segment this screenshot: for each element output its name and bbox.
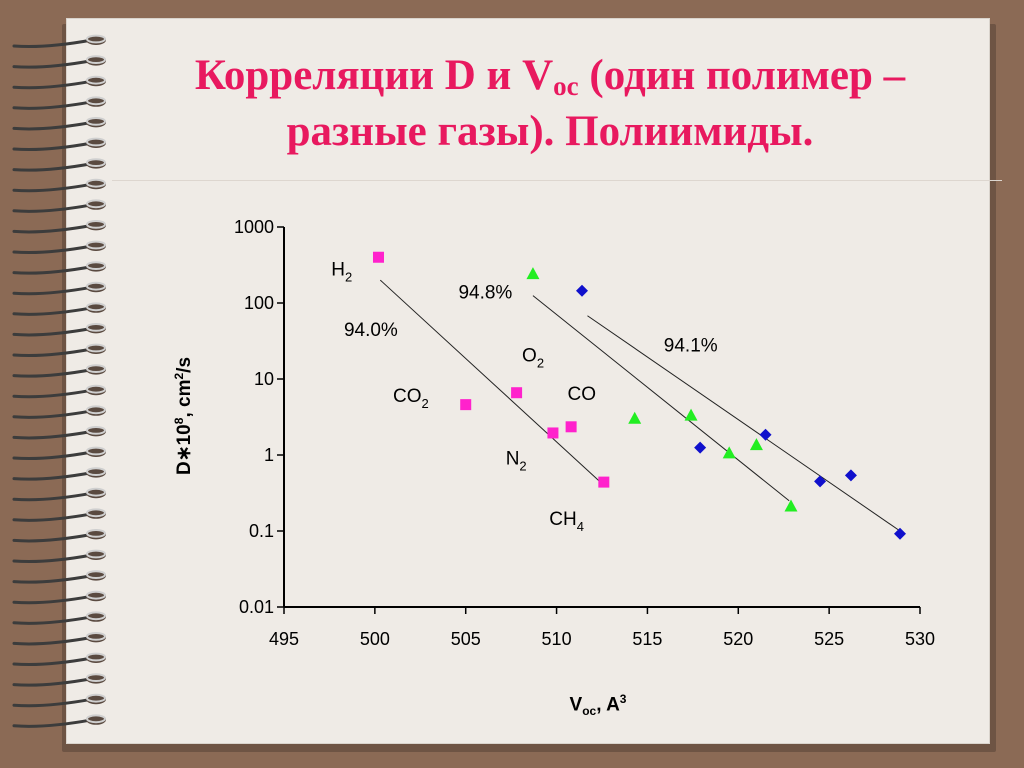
data-point-diamond bbox=[759, 428, 772, 441]
spiral-ring bbox=[12, 611, 106, 625]
spiral-ring bbox=[12, 570, 106, 584]
y-tick-label: 0.1 bbox=[249, 521, 274, 541]
y-tick-label: 10 bbox=[254, 369, 274, 389]
spiral-ring bbox=[12, 281, 106, 296]
spiral-ring bbox=[12, 96, 106, 110]
annotation-h2: H2 bbox=[331, 260, 352, 285]
x-tick-label: 505 bbox=[451, 629, 481, 649]
annotation-o2: O2 bbox=[522, 345, 544, 370]
y-tick-label: 100 bbox=[244, 293, 274, 313]
spiral-ring bbox=[12, 75, 106, 90]
data-point-triangle bbox=[722, 446, 736, 459]
spiral-ring bbox=[12, 323, 106, 337]
spiral-ring bbox=[12, 199, 106, 213]
data-point-diamond bbox=[844, 469, 857, 482]
spiral-ring bbox=[12, 158, 106, 172]
title-divider bbox=[112, 180, 1002, 181]
title-line-1: Корреляции D и Voc (один полимер – bbox=[194, 52, 906, 101]
fit-line-2 bbox=[532, 295, 790, 502]
spiral-ring bbox=[12, 529, 106, 543]
spiral-ring bbox=[12, 55, 106, 69]
data-point-triangle bbox=[784, 499, 798, 512]
y-axis-label: D∗108, cm2/s bbox=[171, 356, 196, 476]
data-point-square bbox=[372, 251, 384, 263]
spiral-ring bbox=[12, 467, 106, 481]
x-tick-label: 520 bbox=[723, 629, 753, 649]
spiral-ring bbox=[12, 508, 106, 522]
spiral-ring bbox=[12, 590, 106, 605]
data-point-square bbox=[460, 399, 472, 411]
spiral-ring bbox=[12, 426, 106, 440]
slide-title: Корреляции D и Voc (один полимер – разны… bbox=[110, 48, 990, 160]
x-tick-label: 525 bbox=[814, 629, 844, 649]
spiral-ring bbox=[12, 364, 106, 378]
spiral-ring bbox=[12, 34, 106, 49]
y-tick-label: 0.01 bbox=[239, 597, 274, 617]
x-tick-label: 515 bbox=[632, 629, 662, 649]
x-tick-label: 495 bbox=[269, 629, 299, 649]
y-tick-label: 1 bbox=[264, 445, 274, 465]
spiral-ring bbox=[12, 117, 106, 131]
data-point-triangle bbox=[628, 411, 642, 424]
fit-line-3 bbox=[587, 315, 901, 532]
spiral-ring bbox=[12, 714, 106, 728]
x-tick-label: 530 bbox=[905, 629, 935, 649]
annotation-n2: N2 bbox=[506, 448, 527, 473]
annotation-pct-94-1: 94.1% bbox=[664, 336, 718, 357]
spiral-ring bbox=[12, 178, 106, 193]
annotation-co2: CO2 bbox=[393, 386, 429, 411]
data-point-diamond bbox=[814, 475, 827, 488]
spiral-ring bbox=[12, 343, 106, 358]
data-point-square bbox=[565, 421, 577, 433]
data-point-square bbox=[598, 476, 610, 488]
x-tick-label: 500 bbox=[360, 629, 390, 649]
spiral-ring bbox=[12, 137, 106, 152]
data-point-triangle bbox=[749, 438, 763, 451]
spiral-ring bbox=[12, 302, 106, 316]
spiral-binding bbox=[12, 34, 106, 728]
spiral-ring bbox=[12, 632, 106, 646]
spiral-ring bbox=[12, 693, 106, 708]
spiral-ring bbox=[12, 673, 106, 687]
data-point-diamond bbox=[576, 284, 589, 297]
data-point-square bbox=[547, 427, 559, 439]
spiral-ring bbox=[12, 384, 106, 399]
annotation-pct-94-8: 94.8% bbox=[458, 282, 512, 303]
x-axis-label: Voc, A3 bbox=[569, 692, 627, 719]
spiral-ring bbox=[12, 549, 106, 564]
spiral-ring bbox=[12, 446, 106, 461]
data-point-square bbox=[511, 387, 523, 399]
slide-paper bbox=[66, 18, 990, 744]
spiral-ring bbox=[12, 240, 106, 255]
title-line-2: разные газы). Полиимиды. bbox=[286, 108, 814, 155]
annotation-pct-94-0: 94.0% bbox=[344, 320, 398, 341]
data-point-triangle bbox=[684, 408, 698, 421]
data-point-triangle bbox=[526, 267, 540, 280]
fit-line-1 bbox=[379, 279, 605, 486]
x-tick-label: 510 bbox=[542, 629, 572, 649]
spiral-ring bbox=[12, 261, 106, 275]
annotation-co: CO bbox=[567, 384, 596, 405]
y-tick-label: 1000 bbox=[234, 217, 274, 237]
annotation-ch4: CH4 bbox=[549, 509, 584, 534]
spiral-ring bbox=[12, 652, 106, 667]
spiral-ring bbox=[12, 220, 106, 234]
data-point-diamond bbox=[694, 441, 707, 454]
spiral-ring bbox=[12, 487, 106, 502]
spiral-ring bbox=[12, 405, 106, 419]
data-point-diamond bbox=[894, 527, 907, 540]
